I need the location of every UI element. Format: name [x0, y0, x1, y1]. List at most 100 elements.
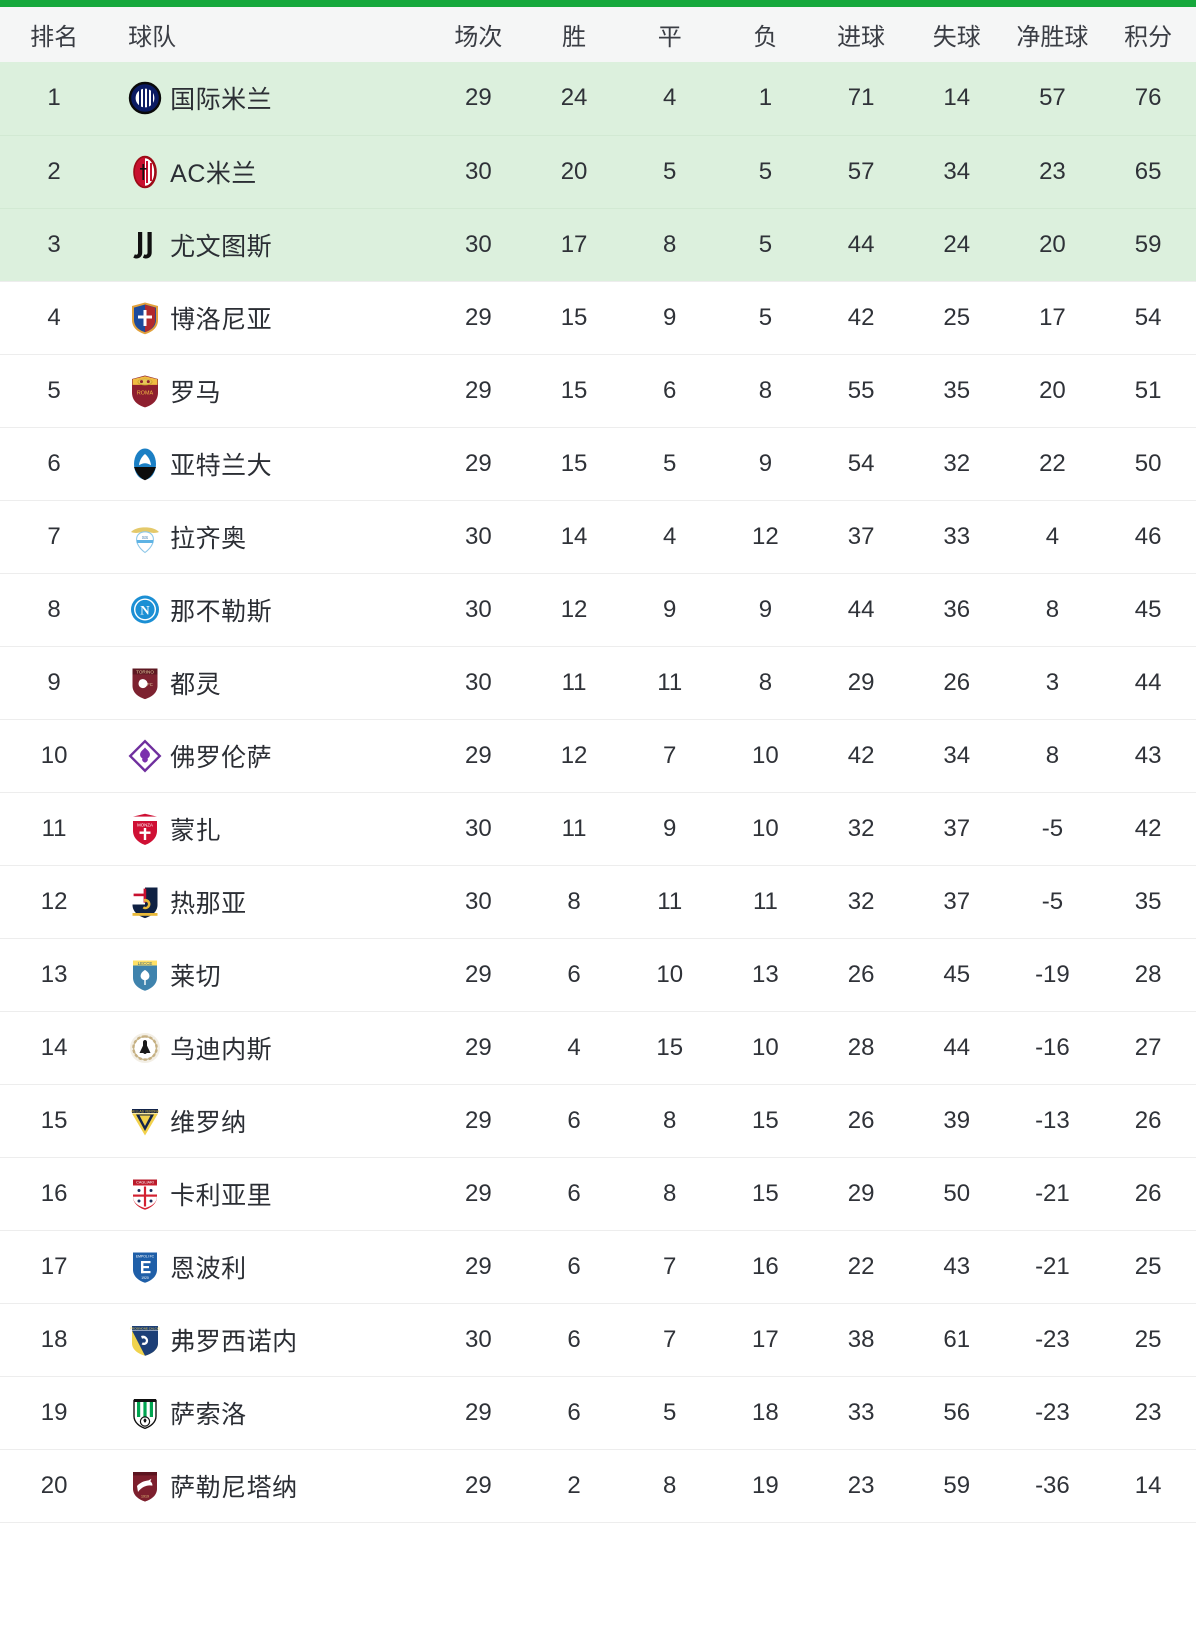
team-name: 尤文图斯	[170, 232, 273, 261]
lost-value: 18	[752, 1398, 779, 1426]
bologna-crest	[128, 301, 162, 335]
lost-value: 15	[752, 1106, 779, 1134]
monza-crest: MONZA	[128, 812, 162, 846]
team-cell: 萨索洛	[108, 1376, 430, 1449]
rank-value: 4	[47, 303, 61, 331]
column-header-team[interactable]: 球队	[128, 24, 177, 51]
points-value: 25	[1134, 1325, 1162, 1353]
table-row[interactable]: 18 FROSINONE CALCIO 弗罗西诺内 30 6 7 17 38 61 -23 25	[0, 1303, 1196, 1376]
team-cell: 乌迪内斯	[108, 1011, 430, 1084]
rank-value: 7	[47, 522, 61, 550]
points-value: 35	[1134, 887, 1162, 915]
played-value: 30	[465, 522, 492, 550]
goals-against-value: 39	[943, 1106, 971, 1134]
table-row[interactable]: 19 萨索洛 29 6 5 18 33 56 -23 23	[0, 1376, 1196, 1449]
column-header-goals-against[interactable]: 失球	[932, 24, 981, 51]
column-header-played[interactable]: 场次	[454, 24, 503, 51]
lost-value: 8	[758, 376, 773, 404]
drawn-value: 7	[663, 1325, 677, 1353]
played-value: 30	[465, 668, 492, 696]
svg-text:1920: 1920	[141, 1276, 149, 1280]
team-cell: FROSINONE CALCIO 弗罗西诺内	[108, 1303, 430, 1376]
column-header-rank[interactable]: 排名	[30, 24, 79, 51]
column-header-points[interactable]: 积分	[1124, 24, 1173, 51]
torino-crest: TORINO FC	[128, 666, 162, 700]
team-cell: HELLAS VERONA 维罗纳	[108, 1084, 430, 1157]
played-value: 29	[465, 1471, 492, 1499]
frosinone-crest: FROSINONE CALCIO	[128, 1323, 162, 1357]
team-cell: 亚特兰大	[108, 427, 430, 500]
team-cell: MONZA 蒙扎	[108, 792, 430, 865]
lost-value: 10	[752, 741, 779, 769]
points-value: 76	[1134, 84, 1162, 112]
table-row[interactable]: 1 国际米兰 29 24 4 1 71 14 57 76	[0, 62, 1196, 135]
goals-for-value: 29	[847, 668, 875, 696]
won-value: 11	[561, 668, 587, 696]
table-body: 1 国际米兰 29 24 4 1 71 14 57 76 2 AC米兰 30 20 5 5 57 34 23 65 3 尤…	[0, 62, 1196, 1522]
points-value: 43	[1134, 741, 1162, 769]
team-name: 拉齐奥	[170, 524, 247, 553]
team-name: 弗罗西诺内	[170, 1327, 298, 1356]
column-header-drawn[interactable]: 平	[657, 24, 682, 51]
team-name: 蒙扎	[170, 816, 222, 845]
goal-diff-value: -16	[1035, 1033, 1070, 1061]
table-row[interactable]: 16 CAGLIARI 卡利亚里 29 6 8 15 29 50 -21 26	[0, 1157, 1196, 1230]
table-row[interactable]: 2 AC米兰 30 20 5 5 57 34 23 65	[0, 135, 1196, 208]
table-row[interactable]: 14 乌迪内斯 29 4 15 10 28 44 -16 27	[0, 1011, 1196, 1084]
salernitana-crest: 1919	[128, 1469, 162, 1503]
won-value: 12	[560, 741, 588, 769]
table-row[interactable]: 10 佛罗伦萨 29 12 7 10 42 34 8 43	[0, 719, 1196, 792]
table-row[interactable]: 9 TORINO FC 都灵 30 11 11 8 29 26 3 44	[0, 646, 1196, 719]
team-cell: SS 拉齐奥	[108, 500, 430, 573]
lost-value: 5	[758, 230, 773, 258]
goals-for-value: 57	[847, 157, 875, 185]
won-value: 6	[567, 960, 581, 988]
team-cell: TORINO FC 都灵	[108, 646, 430, 719]
fiorentina-crest	[128, 739, 162, 773]
goal-diff-value: -21	[1035, 1179, 1070, 1207]
team-cell: 热那亚	[108, 865, 430, 938]
table-row[interactable]: 3 尤文图斯 30 17 8 5 44 24 20 59	[0, 208, 1196, 281]
table-row[interactable]: 11 MONZA 蒙扎 30 11 9 10 32 37 -5 42	[0, 792, 1196, 865]
rank-value: 16	[40, 1179, 68, 1207]
team-name: 热那亚	[170, 889, 247, 918]
played-value: 29	[465, 376, 492, 404]
table-row[interactable]: 12 热那亚 30 8 11 11 32 37 -5 35	[0, 865, 1196, 938]
won-value: 14	[560, 522, 588, 550]
points-value: 45	[1134, 595, 1162, 623]
table-row[interactable]: 13 LECCE 莱切 29 6 10 13 26 45 -19 28	[0, 938, 1196, 1011]
won-value: 4	[567, 1033, 581, 1061]
table-row[interactable]: 6 亚特兰大 29 15 5 9 54 32 22 50	[0, 427, 1196, 500]
drawn-value: 8	[663, 1106, 677, 1134]
team-cell: 1919 萨勒尼塔纳	[108, 1449, 430, 1522]
team-name: 亚特兰大	[170, 451, 273, 480]
lost-value: 11	[752, 887, 778, 915]
table-row[interactable]: 8 N 那不勒斯 30 12 9 9 44 36 8 45	[0, 573, 1196, 646]
column-header-lost[interactable]: 负	[753, 24, 778, 51]
team-name: 乌迪内斯	[170, 1035, 273, 1064]
column-header-won[interactable]: 胜	[562, 24, 587, 51]
table-row[interactable]: 7 SS 拉齐奥 30 14 4 12 37 33 4 46	[0, 500, 1196, 573]
goal-diff-value: -5	[1041, 887, 1064, 915]
rank-value: 12	[40, 887, 68, 915]
won-value: 11	[561, 814, 587, 842]
goals-against-value: 24	[943, 230, 971, 258]
won-value: 12	[560, 595, 588, 623]
table-row[interactable]: 15 HELLAS VERONA 维罗纳 29 6 8 15 26 39 -13 26	[0, 1084, 1196, 1157]
goal-diff-value: -13	[1035, 1106, 1070, 1134]
table-row[interactable]: 4 博洛尼亚 29 15 9 5 42 25 17 54	[0, 281, 1196, 354]
played-value: 30	[465, 595, 492, 623]
table-row[interactable]: 20 1919 萨勒尼塔纳 29 2 8 19 23 59 -36 14	[0, 1449, 1196, 1522]
rank-value: 6	[47, 449, 61, 477]
table-row[interactable]: 17 EMPOLI FC 1920 恩波利 29 6 7 16 22 43 -21 25	[0, 1230, 1196, 1303]
points-value: 23	[1134, 1398, 1162, 1426]
ac-milan-crest	[128, 155, 162, 189]
points-value: 51	[1134, 376, 1162, 404]
lost-value: 5	[758, 303, 773, 331]
column-header-goal-diff[interactable]: 净胜球	[1016, 24, 1089, 51]
table-row[interactable]: 5 ROMA 罗马 29 15 6 8 55 35 20 51	[0, 354, 1196, 427]
column-header-goals-for[interactable]: 进球	[837, 24, 886, 51]
team-cell: CAGLIARI 卡利亚里	[108, 1157, 430, 1230]
points-value: 25	[1134, 1252, 1162, 1280]
drawn-value: 4	[663, 84, 677, 112]
